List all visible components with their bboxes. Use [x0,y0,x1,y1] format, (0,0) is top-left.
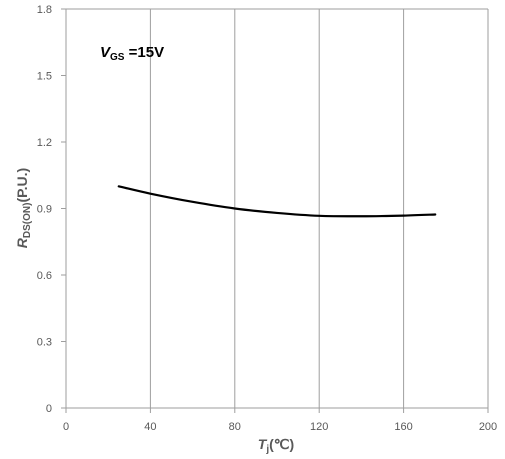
y-tick-label: 1.8 [37,4,52,16]
annotation: VGS =15V [100,44,164,63]
y-axis-title: RDS(ON)(P.U.) [14,168,33,248]
x-tick-label: 200 [479,421,497,433]
x-tick-labels: 0 40 80 120 160 200 [63,421,497,433]
x-axis-title: Tj(℃) [258,436,294,455]
y-tick-label: 1.2 [37,137,52,149]
annotation-main: V [100,44,112,61]
x-axis-title-suffix: (℃) [269,436,294,452]
y-tick-label: 0.9 [37,204,52,216]
y-tick-label: 1.5 [37,71,52,83]
series-group [117,185,437,218]
x-tick-label: 80 [229,421,241,433]
annotation-sub: GS [110,52,125,63]
y-tick-label: 0.6 [37,270,52,282]
x-tick-label: 0 [63,421,69,433]
y-axis-title-suffix: (P.U.) [14,168,30,203]
x-axis-title-main: T [258,436,268,452]
y-axis-title-main: R [14,237,30,248]
axes [61,8,489,413]
x-axis-title-sub: j [265,444,269,455]
x-tick-label: 160 [394,421,412,433]
annotation-suffix: =15V [124,44,164,61]
y-tick-label: 0 [46,403,52,415]
grid [66,8,489,408]
x-tick-label: 120 [310,421,328,433]
y-tick-labels: 0 0.3 0.6 0.9 1.2 1.5 1.8 [37,4,52,415]
y-axis-title-sub: DS(ON) [22,203,33,239]
series-line [117,185,437,218]
y-tick-label: 0.3 [37,337,52,349]
x-tick-label: 40 [144,421,156,433]
